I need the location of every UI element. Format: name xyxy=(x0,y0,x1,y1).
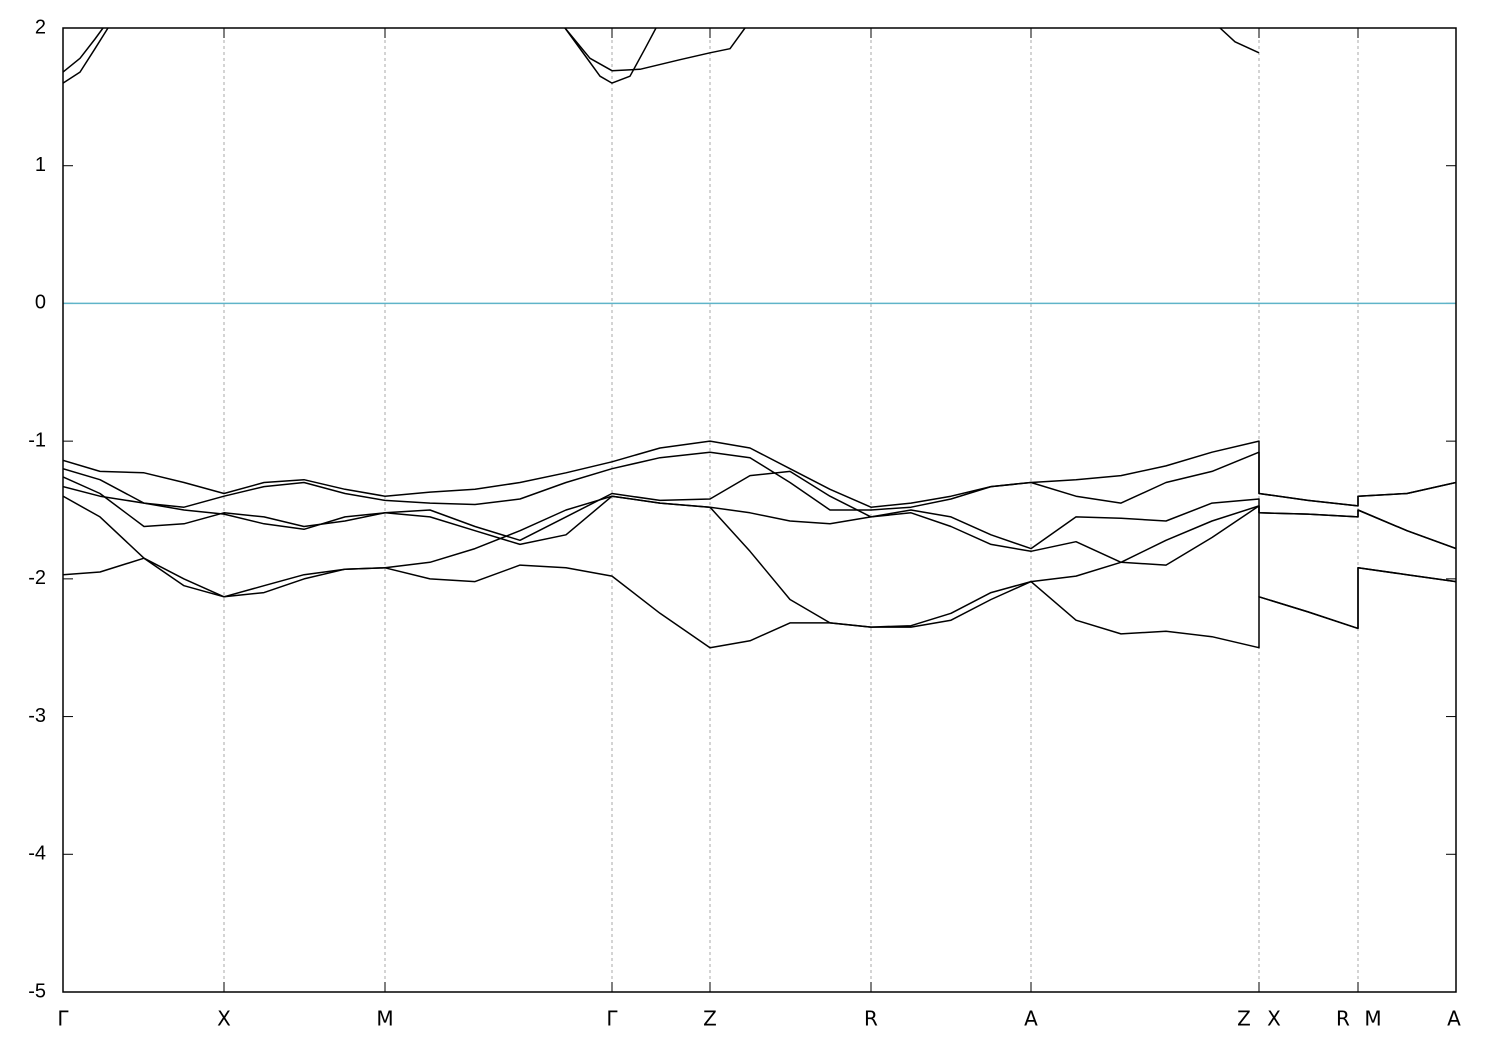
x-tick-label: Γ xyxy=(606,1007,618,1031)
y-tick-label: 0 xyxy=(35,292,46,314)
y-tick-label: -1 xyxy=(28,429,46,451)
band xyxy=(564,28,657,84)
x-tick-label: Z xyxy=(703,1007,717,1031)
x-tick-label: Z xyxy=(1237,1007,1251,1031)
band xyxy=(1219,28,1260,54)
band xyxy=(564,28,746,72)
band xyxy=(63,28,109,84)
x-tick-label: Γ xyxy=(57,1007,69,1031)
band xyxy=(63,557,1456,649)
y-tick-label: 1 xyxy=(35,154,46,176)
x-tick-label: M xyxy=(1364,1007,1381,1031)
y-tick-label: -4 xyxy=(28,843,46,865)
x-tick-label: R xyxy=(1336,1007,1350,1031)
x-tick-label: X xyxy=(1267,1007,1281,1031)
y-tick-label: -2 xyxy=(28,567,46,589)
band xyxy=(63,470,1456,550)
y-tick-label: -3 xyxy=(28,705,46,727)
band xyxy=(63,28,104,73)
plot-area xyxy=(63,28,1456,649)
y-tick-label: 2 xyxy=(35,16,46,38)
plot-frame xyxy=(62,27,1457,993)
x-tick-label: M xyxy=(376,1007,393,1031)
band xyxy=(63,485,1456,566)
x-tick-label: X xyxy=(217,1007,231,1031)
x-tick-label: A xyxy=(1024,1007,1038,1031)
y-tick-label: -5 xyxy=(28,980,46,1002)
x-tick-label: A xyxy=(1447,1007,1461,1031)
band xyxy=(63,495,1456,630)
band xyxy=(63,451,1456,511)
x-tick-label: R xyxy=(864,1007,878,1031)
